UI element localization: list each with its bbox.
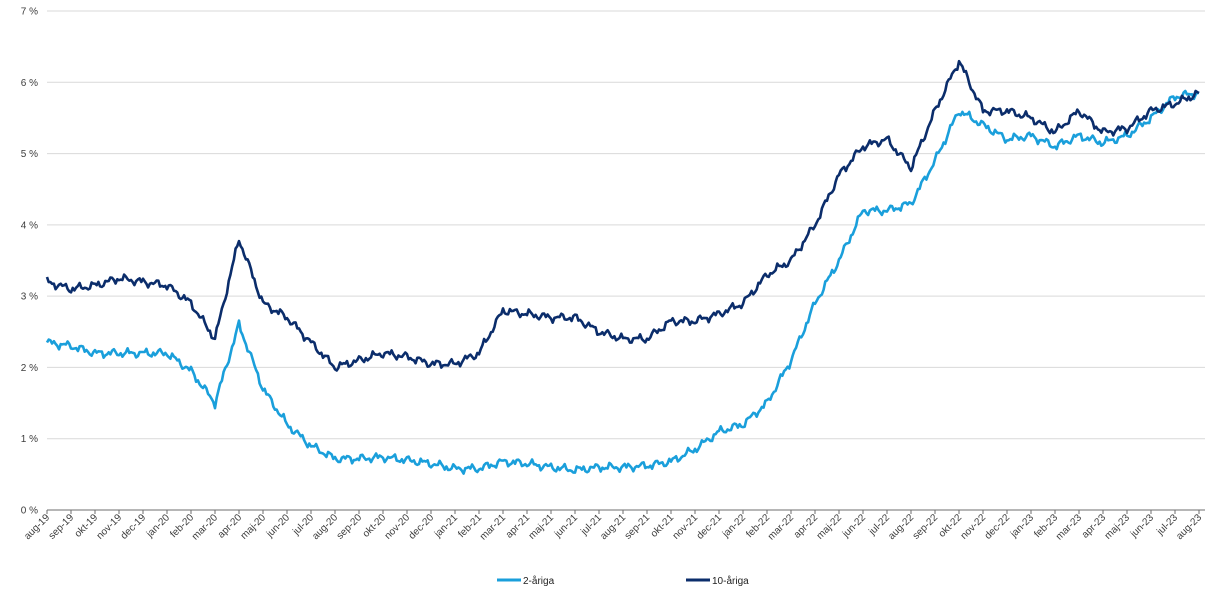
y-tick-label: 0 % — [21, 506, 38, 517]
x-tick-label: aug-23 — [1174, 512, 1204, 542]
legend-item-2-ariga: 2-åriga — [497, 575, 555, 587]
series-line-10-ariga — [45, 59, 1200, 372]
y-tick-label: 2 % — [21, 363, 38, 374]
x-tick-label: nov-22 — [959, 512, 989, 542]
x-tick-label: dec-21 — [695, 512, 725, 542]
y-axis-labels: 0 % 1 % 2 % 3 % 4 % 5 % 6 % 7 % — [21, 7, 38, 517]
x-tick-label: sep-21 — [623, 512, 653, 542]
x-tick-label: jan-23 — [1008, 512, 1036, 540]
legend: 2-åriga 10-åriga — [497, 575, 749, 587]
series-line-2-ariga — [45, 89, 1200, 475]
x-axis-labels: aug-19sep-19okt-19nov-19dec-19jan-20feb-… — [22, 512, 1204, 542]
y-tick-label: 5 % — [21, 149, 38, 160]
x-tick-label: jan-22 — [720, 512, 748, 540]
x-tick-label: sep-19 — [47, 512, 77, 542]
x-tick-label: maj-21 — [527, 512, 557, 542]
y-tick-label: 4 % — [21, 220, 38, 231]
legend-label-2-ariga: 2-åriga — [523, 575, 555, 587]
y-tick-label: 6 % — [21, 78, 38, 89]
x-tick-label: nov-21 — [671, 512, 701, 542]
y-tick-label: 1 % — [21, 434, 38, 445]
x-tick-label: aug-21 — [598, 512, 628, 542]
x-tick-label: dec-22 — [983, 512, 1013, 542]
x-tick-label: aug-19 — [22, 512, 52, 542]
x-tick-label: nov-19 — [95, 512, 125, 542]
x-tick-label: mar-21 — [478, 512, 508, 542]
x-tick-label: mar-22 — [766, 512, 796, 542]
legend-label-10-ariga: 10-åriga — [712, 575, 749, 587]
x-tick-label: jan-21 — [432, 512, 460, 540]
x-tick-label: aug-20 — [310, 512, 340, 542]
y-tick-label: 3 % — [21, 292, 38, 303]
x-tick-label: mar-23 — [1054, 512, 1084, 542]
legend-item-10-ariga: 10-åriga — [686, 575, 749, 587]
series-lines — [45, 59, 1200, 475]
x-tick-label: jun-23 — [1128, 512, 1156, 540]
x-tick-label: jun-22 — [840, 512, 868, 540]
x-tick-label: jan-20 — [144, 512, 172, 540]
x-tick-label: jun-20 — [264, 512, 292, 540]
x-tick-label: jun-21 — [552, 512, 580, 540]
x-tick-label: sep-22 — [911, 512, 941, 542]
x-tick-label: sep-20 — [335, 512, 365, 542]
gridlines — [47, 10, 1205, 440]
x-tick-label: dec-19 — [119, 512, 149, 542]
x-tick-label: dec-20 — [407, 512, 437, 542]
x-tick-label: maj-22 — [815, 512, 845, 542]
x-tick-label: mar-20 — [190, 512, 220, 542]
x-tick-label: aug-22 — [886, 512, 916, 542]
y-tick-label: 7 % — [21, 7, 38, 18]
x-tick-label: maj-23 — [1103, 512, 1133, 542]
x-tick-label: maj-20 — [239, 512, 269, 542]
x-tick-label: nov-20 — [383, 512, 413, 542]
x-axis-ticks — [46, 510, 1200, 514]
